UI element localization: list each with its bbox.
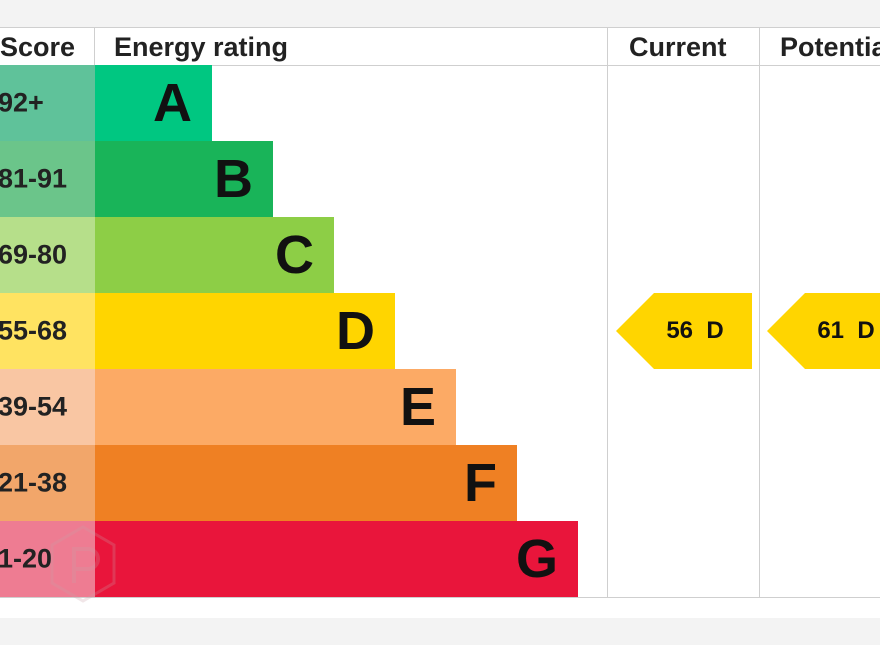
rating-letter-d: D [336,301,375,361]
score-range-e: 39-54 [0,391,68,422]
current-arrow-shape [616,293,752,369]
watermark-logo [50,525,116,603]
current-rating-arrow: 56 D [616,293,752,369]
rating-letter-g: G [515,529,558,589]
header-energy-rating: Energy rating [114,32,289,62]
grid-header-line [0,65,880,66]
rating-band-a: A [95,65,212,141]
bottom-band [0,618,880,645]
rating-letter-a: A [153,73,192,133]
score-cell-a: 92+ [0,65,95,141]
score-cell-b: 81-91 [0,141,95,217]
header-score: Score [0,32,76,62]
score-range-d: 55-68 [0,315,68,346]
score-range-b: 81-91 [0,163,68,194]
score-cell-d: 55-68 [0,293,95,369]
top-band [0,0,880,27]
rating-band-b: B [95,141,273,217]
rating-band-d: D [95,293,395,369]
rating-band-g: G [95,521,578,597]
potential-rating-label: 61 D [817,317,875,344]
potential-rating-arrow: 61 D [767,293,880,369]
potential-arrow-polygon [767,293,880,369]
current-arrow-polygon [616,293,752,369]
rating-letter-f: F [464,453,497,513]
score-cell-f: 21-38 [0,445,95,521]
score-range-c: 69-80 [0,239,68,270]
score-cell-c: 69-80 [0,217,95,293]
rating-letter-b: B [214,149,253,209]
rating-letter-c: C [275,225,314,285]
rating-band-e: E [95,369,456,445]
rating-band-c: C [95,217,334,293]
grid-current-divider [607,27,608,598]
score-range-a: 92+ [0,87,44,118]
score-cell-e: 39-54 [0,369,95,445]
header-potential: Potentia [780,32,880,62]
header-current: Current [629,32,727,62]
score-range-g: 1-20 [0,543,53,574]
grid-bottom-line [0,597,880,598]
grid-top-line [0,27,880,28]
score-range-f: 21-38 [0,467,68,498]
potential-arrow-shape [767,293,880,369]
grid-potential-divider [759,27,760,598]
current-rating-label: 56 D [666,317,724,344]
grid-score-divider [94,27,95,65]
score-cell-g: 1-20 [0,521,95,597]
rating-band-f: F [95,445,517,521]
rating-letter-e: E [399,377,436,437]
